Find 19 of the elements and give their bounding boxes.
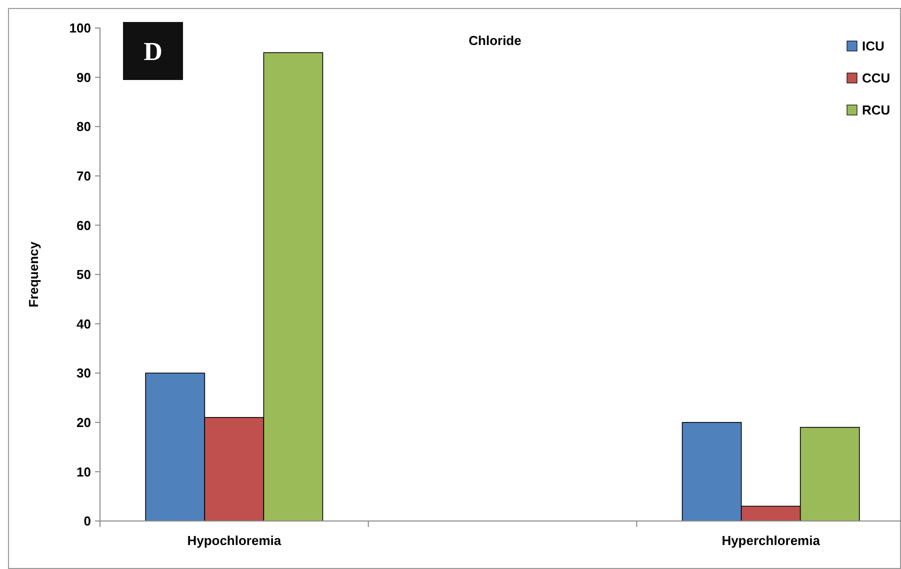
y-axis-title: Frequency xyxy=(26,240,41,308)
y-tick-label: 50 xyxy=(76,267,91,282)
y-tick-label: 10 xyxy=(76,464,91,480)
legend-label: CCU xyxy=(862,70,890,86)
x-tick-label: Hypochloremia xyxy=(187,533,282,548)
y-tick-label: 80 xyxy=(76,119,91,134)
y-tick-label: 70 xyxy=(76,168,91,184)
y-tick-label: 30 xyxy=(76,366,91,381)
y-tick-label: 60 xyxy=(76,218,91,233)
legend-label: ICU xyxy=(862,38,884,54)
y-tick-label: 20 xyxy=(76,414,91,430)
y-tick-label: 100 xyxy=(69,20,91,36)
legend-label: RCU xyxy=(862,102,890,118)
chart-title: Chloride xyxy=(468,33,522,48)
y-tick-label: 40 xyxy=(76,316,91,332)
y-tick-label: 90 xyxy=(76,70,91,85)
annotation: D xyxy=(144,37,162,66)
x-tick-label: Hyperchloremia xyxy=(722,533,821,548)
y-tick-label: 0 xyxy=(84,514,91,529)
